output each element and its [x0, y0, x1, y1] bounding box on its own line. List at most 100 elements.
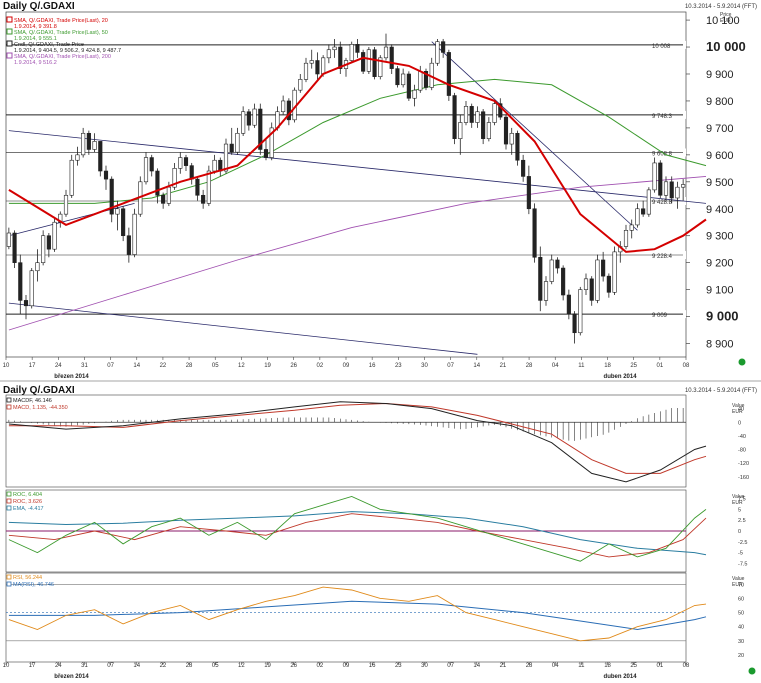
- y-tick-label: 9 300: [706, 231, 734, 243]
- legend-label: SMA, Q/.GDAXI, Trade Price(Last), 50: [14, 30, 108, 36]
- candle-body: [463, 106, 469, 123]
- candle-body: [149, 157, 154, 172]
- x-tick-label: 14: [133, 363, 140, 369]
- x-tick-label: 22: [160, 663, 167, 669]
- macd-unit: EUR: [732, 409, 743, 415]
- x-tick-label: 10: [3, 363, 10, 369]
- candle-body: [6, 232, 11, 247]
- candle-body: [663, 181, 669, 196]
- candle-body: [183, 157, 189, 166]
- macd-y-tick-label: -120: [738, 461, 749, 467]
- candle-body: [583, 278, 589, 290]
- candle-body: [349, 44, 354, 61]
- trendline: [431, 41, 638, 231]
- roc-unit: EUR: [732, 500, 743, 506]
- rsi-y-tick-label: 50: [738, 611, 744, 617]
- candle-body: [41, 235, 46, 263]
- macd-y-tick-label: -160: [738, 475, 749, 481]
- x-tick-label: 19: [264, 363, 271, 369]
- x-tick-label: 19: [264, 663, 271, 669]
- y-tick-label: 8 900: [706, 339, 734, 351]
- candle-body: [641, 208, 646, 215]
- macd-line: [8, 401, 707, 483]
- level-label: 9 748.3: [652, 114, 673, 120]
- legend-swatch: [6, 498, 12, 504]
- trendline: [8, 202, 135, 237]
- candle-body: [475, 111, 480, 123]
- candle-body: [629, 224, 634, 231]
- candle-body: [492, 103, 497, 123]
- candle-body: [258, 108, 263, 150]
- x-tick-label: 17: [29, 663, 36, 669]
- x-tick-label: 02: [317, 363, 324, 369]
- candle-body: [366, 49, 371, 72]
- candle-body: [395, 68, 400, 86]
- candle-body: [389, 46, 394, 69]
- month-label: březen 2014: [54, 374, 89, 380]
- legend-label: SMA, Q/.GDAXI, Trade Price(Last), 20: [14, 18, 108, 24]
- macd-y-tick-label: 0: [738, 420, 741, 426]
- x-tick-label: 16: [369, 363, 376, 369]
- x-tick-label: 23: [395, 363, 402, 369]
- lower-chart-title: Daily Q/.GDAXI: [3, 385, 75, 396]
- candle-body: [286, 100, 291, 121]
- roc-y-tick-label: 2.5: [738, 518, 746, 524]
- legend-value: 1.9.2014, 9 516.2: [14, 60, 57, 66]
- x-tick-label: 05: [212, 363, 219, 369]
- candle-body: [355, 44, 360, 53]
- y-tick-label: 10 000: [706, 39, 746, 54]
- x-tick-label: 07: [107, 363, 114, 369]
- candle-body: [652, 162, 657, 191]
- candle-body: [166, 186, 171, 204]
- candle-body: [223, 143, 229, 172]
- candle-body: [321, 57, 326, 75]
- roc-unit-label: Value: [732, 494, 745, 500]
- x-tick-label: 10: [3, 663, 10, 669]
- candle-body: [566, 294, 571, 315]
- candle-body: [538, 256, 543, 301]
- rsi-unit: EUR: [732, 582, 743, 588]
- candle-body: [549, 259, 554, 282]
- candle-body: [378, 57, 383, 77]
- candle-body: [446, 52, 451, 96]
- candle-body: [235, 132, 240, 153]
- x-tick-label: 30: [421, 663, 428, 669]
- candle-body: [509, 132, 514, 145]
- candle-body: [372, 49, 377, 77]
- y-tick-label: 10 100: [706, 15, 740, 27]
- legend-swatch: [6, 505, 12, 511]
- candle-body: [606, 275, 611, 293]
- roc-ema-line: [8, 511, 707, 556]
- candle-body: [572, 313, 577, 334]
- roc-y-tick-label: -7.5: [738, 561, 747, 567]
- candle-body: [338, 46, 343, 69]
- candle-body: [543, 281, 549, 301]
- x-tick-label: 31: [81, 363, 88, 369]
- legend-swatch: [6, 40, 13, 47]
- x-tick-label: 08: [683, 663, 690, 669]
- x-tick-label: 28: [526, 663, 533, 669]
- x-tick-label: 02: [317, 663, 324, 669]
- candle-body: [406, 73, 411, 99]
- x-tick-label: 21: [500, 663, 507, 669]
- candle-body: [52, 221, 57, 250]
- candle-body: [486, 122, 491, 139]
- y-tick-label: 9 700: [706, 123, 734, 135]
- candle-body: [161, 194, 166, 204]
- candle-body: [646, 189, 651, 215]
- candle-body: [412, 89, 417, 99]
- roc-slow-line: [8, 513, 707, 558]
- candle-body: [595, 259, 600, 301]
- month-label: březen 2014: [54, 674, 89, 680]
- candle-body: [263, 149, 269, 158]
- x-tick-label: 14: [473, 363, 480, 369]
- legend-swatch: [6, 574, 12, 580]
- month-label: duben 2014: [604, 674, 638, 680]
- x-tick-label: 09: [343, 363, 350, 369]
- y-tick-label: 9 900: [706, 69, 734, 81]
- legend-label: MA(RSI), 46.746: [13, 582, 54, 588]
- candle-body: [109, 178, 114, 215]
- candle-body: [18, 262, 23, 301]
- sma20-line: [8, 56, 707, 253]
- x-tick-label: 25: [630, 363, 637, 369]
